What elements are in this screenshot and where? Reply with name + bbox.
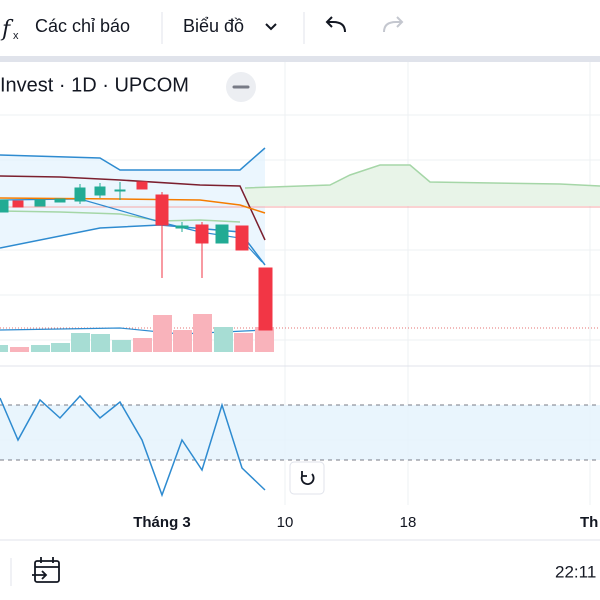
chevron[interactable] bbox=[265, 23, 277, 31]
vup-shape bbox=[51, 343, 70, 352]
vdn-shape bbox=[193, 314, 212, 352]
path-shape bbox=[0, 175, 266, 241]
vup-shape bbox=[0, 345, 8, 352]
rsi-band bbox=[0, 405, 600, 460]
dn-shape bbox=[195, 224, 209, 244]
dn-shape bbox=[235, 225, 249, 251]
candles bbox=[0, 181, 273, 331]
time-label: Tháng 3 bbox=[133, 514, 191, 531]
up-shape bbox=[74, 187, 86, 202]
dn-shape bbox=[12, 200, 24, 208]
vup-shape bbox=[112, 340, 131, 352]
vdn-shape bbox=[153, 315, 172, 352]
path-shape bbox=[245, 165, 600, 206]
reset-button[interactable] bbox=[289, 461, 325, 495]
reset-icon bbox=[300, 471, 315, 485]
path-shape bbox=[244, 164, 600, 189]
dn-shape bbox=[258, 267, 273, 331]
redo-button[interactable] bbox=[383, 16, 404, 33]
rect-shape bbox=[34, 560, 60, 583]
path-shape bbox=[0, 147, 266, 171]
undo-button[interactable] bbox=[325, 16, 346, 33]
dn-shape bbox=[155, 194, 169, 226]
up-shape bbox=[34, 199, 46, 207]
path-shape bbox=[32, 570, 48, 580]
chart-type-button[interactable]: Biểu đồ bbox=[183, 16, 244, 36]
indicators-button[interactable]: Các chỉ báo bbox=[35, 16, 130, 36]
fx-icon-sub: x bbox=[13, 30, 19, 42]
vdn-shape bbox=[255, 327, 274, 352]
up-shape bbox=[0, 199, 9, 213]
clock: 22:11 bbox=[555, 562, 596, 581]
path-shape bbox=[0, 210, 241, 223]
vdn-shape bbox=[234, 333, 253, 352]
up-shape bbox=[114, 189, 126, 192]
vup-shape bbox=[31, 345, 50, 352]
toolbar bbox=[0, 0, 600, 56]
vdn-shape bbox=[133, 338, 152, 352]
time-label: 18 bbox=[400, 514, 417, 531]
rsi-line bbox=[0, 394, 266, 498]
volume-bars bbox=[0, 314, 274, 352]
vup-shape bbox=[71, 333, 90, 352]
overlays bbox=[0, 147, 600, 335]
goto-date-button[interactable] bbox=[32, 557, 60, 583]
symbol-legend[interactable]: Invest · 1D · UPCOM bbox=[0, 74, 189, 96]
up-shape bbox=[54, 198, 66, 203]
time-label: 10 bbox=[277, 514, 294, 531]
vdn-shape bbox=[173, 330, 192, 352]
vdn-shape bbox=[10, 347, 29, 352]
vup-shape bbox=[91, 334, 110, 352]
up-shape bbox=[175, 225, 189, 229]
up-shape bbox=[215, 224, 229, 244]
toolbar-divider bbox=[0, 56, 600, 62]
vup-shape bbox=[214, 327, 233, 352]
dn-shape bbox=[136, 181, 148, 190]
time-label: Th bbox=[580, 514, 598, 531]
up-shape bbox=[94, 186, 106, 196]
